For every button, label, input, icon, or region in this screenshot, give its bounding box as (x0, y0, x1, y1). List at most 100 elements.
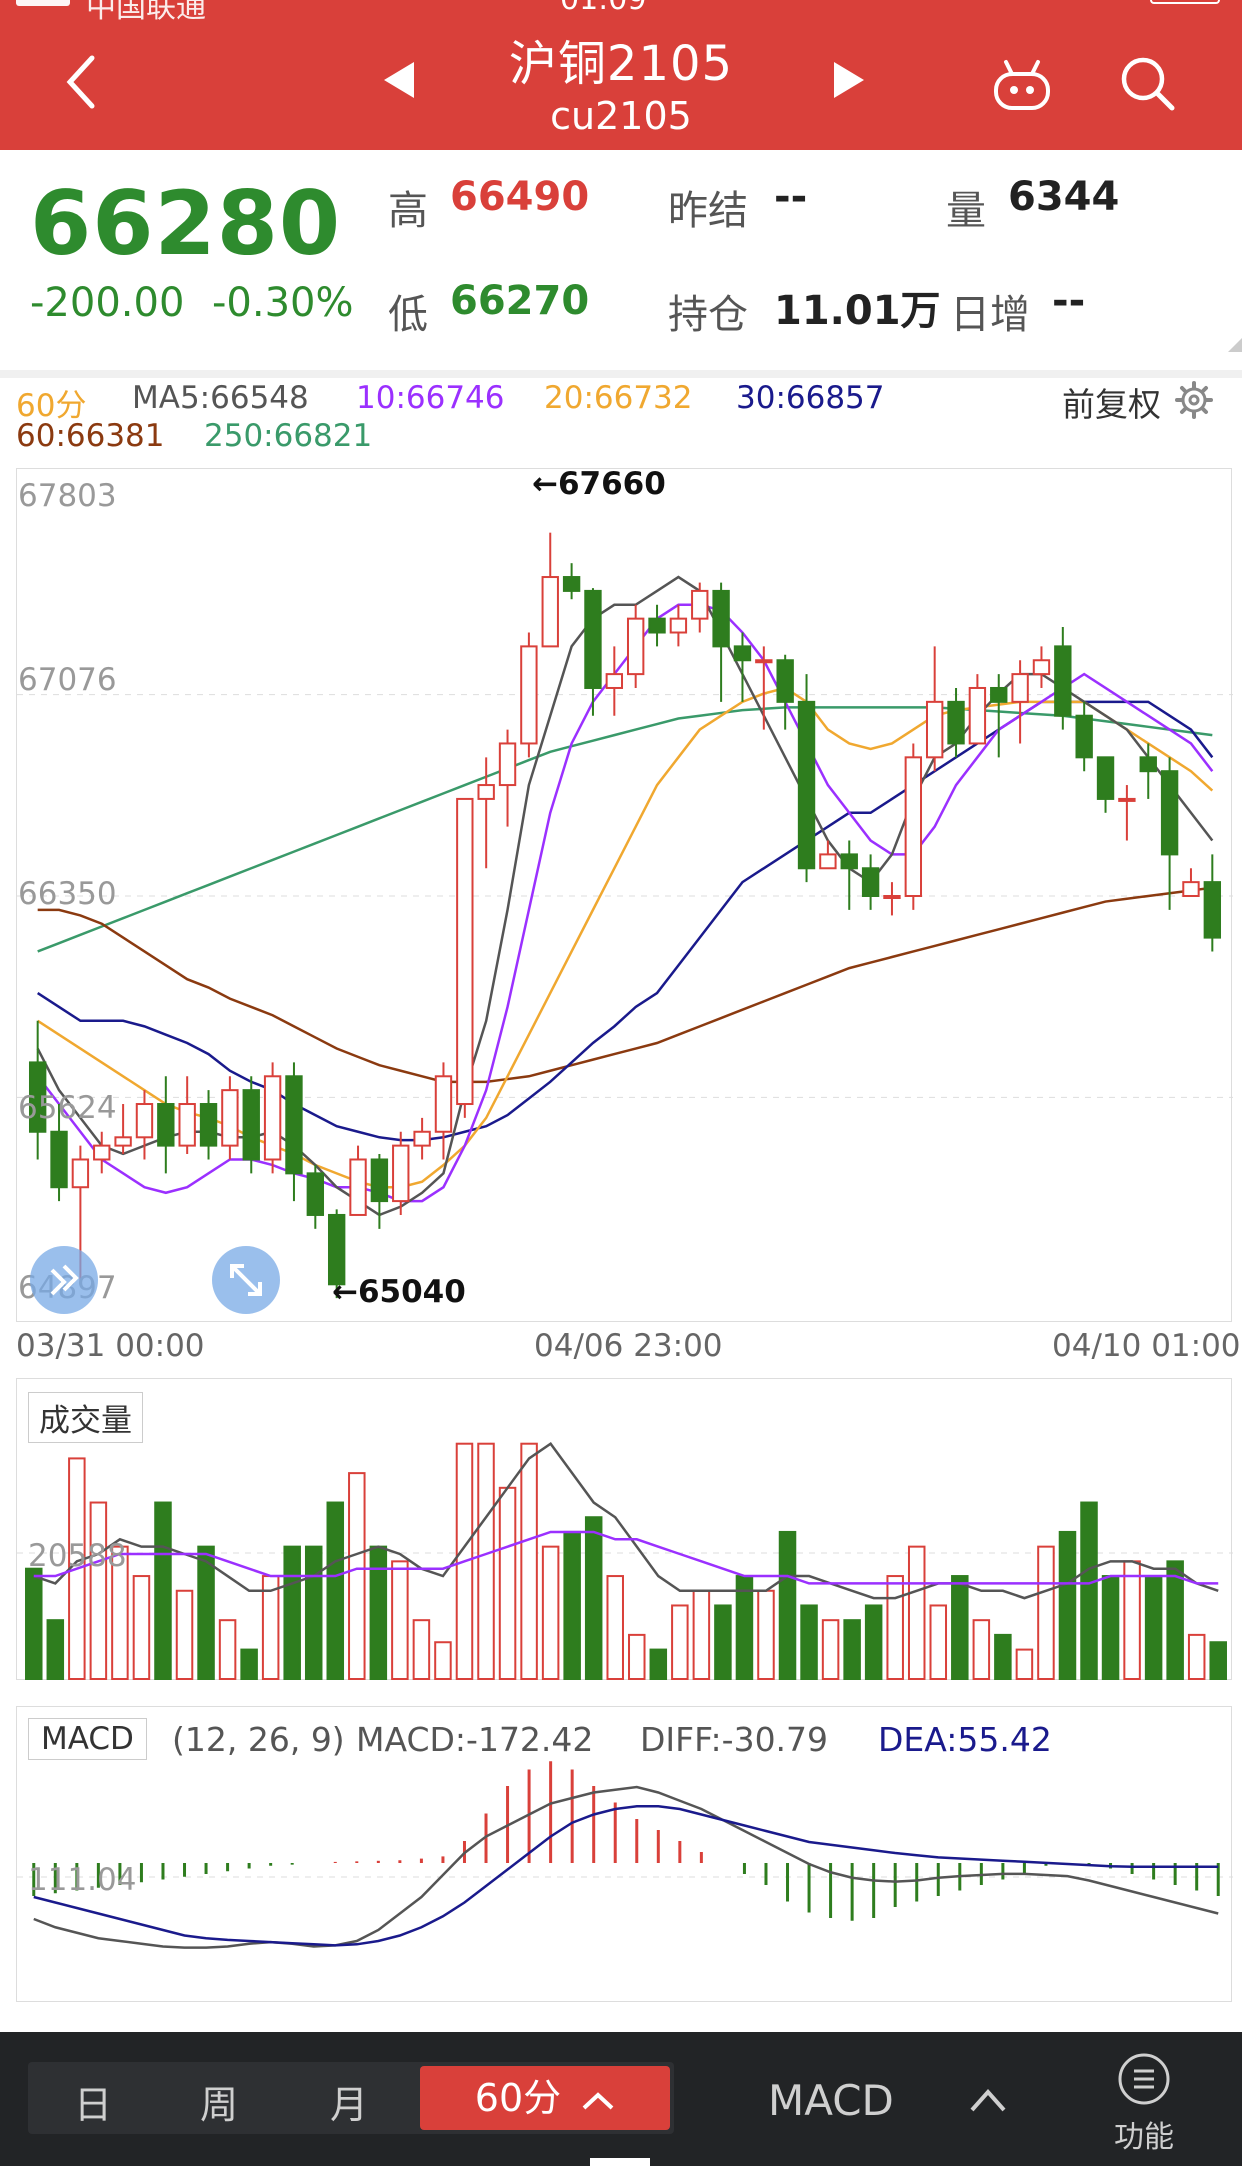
ma30-line (36, 700, 1214, 1142)
quote-panel: 66280 -200.00 -0.30% 高 66490 低 66270 昨结 … (0, 150, 1242, 370)
chevron-left-icon (66, 55, 95, 109)
macd-value: MACD:-172.42 (356, 1720, 594, 1759)
volume-bar (154, 1501, 172, 1680)
x-tick-3: 04/10 01:00 (1052, 1328, 1241, 1364)
robot-assistant-button[interactable] (990, 58, 1054, 114)
candle-up (392, 1144, 410, 1203)
price-change-pct: -0.30% (212, 280, 354, 326)
diff-line (33, 1785, 1219, 1949)
candle-down (199, 1103, 218, 1147)
candle-up (1182, 881, 1200, 898)
volume-bar (714, 1604, 732, 1680)
status-bar: 中国联通 01:09 (0, 0, 1242, 25)
open-interest-label: 持仓 (668, 292, 748, 338)
volume-bar (864, 1604, 883, 1680)
volume-bar (821, 1619, 840, 1680)
indicator-selector[interactable]: MACD (768, 2076, 894, 2125)
period-label: 60分 (16, 388, 87, 424)
search-icon (1121, 57, 1175, 111)
candle-up (221, 1089, 239, 1147)
home-indicator (590, 2158, 650, 2166)
ma5-label: MA5:66548 (132, 380, 309, 416)
tab-60min[interactable]: 60分 (420, 2066, 670, 2130)
volume-ma-line-2 (33, 1530, 1219, 1585)
candle-up (520, 645, 538, 745)
candle-up (755, 659, 773, 664)
volume-bar (907, 1545, 926, 1680)
low-value: 66270 (450, 278, 590, 324)
low-annotation: ←65040 (332, 1274, 466, 1310)
volume-bar (563, 1530, 581, 1680)
section-divider (0, 370, 1242, 378)
candle-up (925, 700, 944, 759)
carrier-label: 中国联通 (86, 0, 206, 25)
dea-value: DEA:55.42 (878, 1720, 1052, 1759)
volume-svg (17, 1441, 1233, 1681)
macd-chart[interactable] (16, 1706, 1233, 2002)
candle-up (477, 784, 495, 800)
next-contract-button[interactable] (832, 58, 868, 102)
low-label: 低 (388, 292, 428, 338)
candle-up (93, 1144, 111, 1161)
candle-down (242, 1089, 260, 1161)
clock: 01:09 (560, 0, 646, 17)
candle-up (178, 1103, 196, 1147)
candle-up (626, 617, 645, 676)
volume-bar (1144, 1575, 1163, 1680)
volume-chart[interactable] (16, 1378, 1233, 1681)
volume-bar (1058, 1530, 1077, 1680)
expand-icon (230, 1264, 262, 1296)
function-button[interactable] (1117, 2052, 1171, 2106)
prev-settle-label: 昨结 (668, 188, 748, 234)
back-button[interactable] (58, 52, 108, 112)
candle-down (648, 617, 666, 634)
volume-bar (843, 1619, 861, 1680)
volume-bar (671, 1604, 689, 1680)
adjust-mode-button[interactable]: 前复权 (1062, 385, 1161, 424)
page-title: 沪铜2105 (508, 36, 734, 92)
open-interest-value: 11.01万 (774, 288, 941, 334)
fullscreen-button[interactable] (212, 1246, 280, 1314)
volume-bar (886, 1575, 904, 1680)
volume-bar (89, 1501, 108, 1680)
volume-bar (541, 1545, 560, 1680)
candle-up (541, 576, 559, 648)
x-tick-2: 04/06 23:00 (534, 1328, 723, 1364)
candle-down (712, 589, 730, 648)
candle-up (1032, 659, 1051, 676)
prev-contract-button[interactable] (380, 58, 416, 102)
candle-down (861, 867, 880, 898)
volume-bar (584, 1516, 603, 1680)
tab-month[interactable]: 月 (330, 2083, 369, 2127)
tab-day[interactable]: 日 (74, 2083, 113, 2127)
signal-icon (16, 0, 70, 6)
search-button[interactable] (1118, 54, 1178, 114)
chevron-up-icon (970, 2088, 1006, 2112)
scroll-latest-button[interactable] (30, 1246, 98, 1314)
tab-week[interactable]: 周 (200, 2083, 239, 2127)
candle-down (1054, 645, 1072, 717)
last-price: 66280 (30, 172, 342, 275)
prev-settle-value: -- (774, 174, 808, 220)
volume-bar (929, 1604, 948, 1680)
candle-down (1139, 756, 1157, 773)
dea-line (33, 1805, 1219, 1947)
settings-button[interactable] (1174, 380, 1214, 420)
volume-value: 6344 (1008, 174, 1120, 220)
indicator-expand-button[interactable] (968, 2084, 1008, 2114)
candlestick-chart[interactable] (16, 468, 1233, 1322)
volume-bar (1037, 1545, 1055, 1680)
candle-up (605, 673, 624, 689)
volume-bar (25, 1567, 43, 1681)
diff-value: DIFF:-30.79 (640, 1720, 829, 1759)
macd-title[interactable]: MACD (28, 1718, 147, 1760)
candle-up (349, 1158, 367, 1216)
candle-down (733, 645, 752, 662)
ma250-line (37, 706, 1213, 953)
volume-bar (412, 1619, 431, 1680)
candle-down (50, 1130, 68, 1189)
ma20-label: 20:66732 (544, 380, 693, 416)
daily-increase-value: -- (1052, 278, 1086, 324)
robot-icon (994, 60, 1050, 110)
candle-down (327, 1213, 346, 1286)
